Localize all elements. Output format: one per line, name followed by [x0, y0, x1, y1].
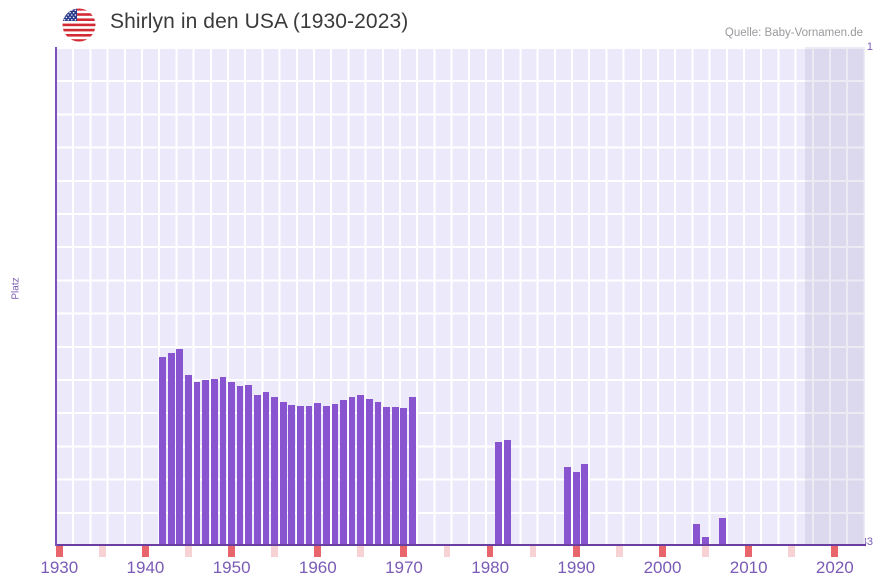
bar[interactable] [288, 405, 296, 545]
bar[interactable] [176, 349, 184, 545]
x-axis-tick-mark-minor [788, 546, 795, 557]
y-axis-title: Platz [10, 277, 22, 300]
bar[interactable] [245, 385, 253, 545]
bar[interactable] [210, 379, 218, 545]
x-axis-tick-label: 1950 [212, 558, 251, 577]
bar[interactable] [219, 377, 227, 545]
bar[interactable] [719, 518, 726, 545]
x-axis-tick-mark-major [486, 546, 494, 557]
bar[interactable] [495, 442, 502, 545]
bar[interactable] [314, 403, 321, 545]
y-axis-tick-top: 1 [866, 41, 873, 53]
bar[interactable] [236, 386, 244, 545]
x-axis-tick-mark-minor [357, 546, 365, 557]
chart-header: Shirlyn in den USA (1930-2023) Quelle: B… [0, 0, 873, 46]
bar[interactable] [366, 399, 373, 545]
x-axis-tick-label: 2020 [815, 558, 854, 577]
x-axis-tick-label: 1990 [557, 558, 596, 577]
bar[interactable] [262, 392, 270, 545]
bar[interactable] [374, 402, 382, 545]
bar[interactable] [159, 357, 166, 545]
x-axis-tick-mark-minor [185, 546, 192, 557]
x-axis-tick-label: 1980 [471, 558, 510, 577]
x-axis-tick-mark-major [141, 546, 149, 557]
bar[interactable] [297, 406, 304, 545]
bar[interactable] [322, 406, 330, 545]
x-axis-tick-label: 1930 [40, 558, 79, 577]
x-axis-tick-label: 2000 [643, 558, 682, 577]
x-axis-tick-mark-minor [529, 546, 537, 557]
bar[interactable] [340, 400, 347, 545]
x-axis-tick-mark-major [400, 546, 408, 557]
source-attribution: Quelle: Baby-Vornamen.de [724, 27, 863, 39]
bar[interactable] [581, 464, 589, 545]
bar[interactable] [693, 524, 701, 545]
x-axis-tick-mark-major [658, 546, 666, 557]
x-axis-tick-mark-major [55, 546, 63, 557]
bar[interactable] [279, 402, 287, 545]
x-axis-tick-mark-major [831, 546, 839, 557]
bar[interactable] [253, 395, 261, 545]
bar[interactable] [383, 407, 390, 545]
bar[interactable] [702, 537, 709, 545]
bar[interactable] [503, 440, 511, 545]
x-axis-tick-mark-major [572, 546, 580, 557]
x-axis-tick-mark-major [314, 546, 321, 557]
x-axis-tick-mark-major [228, 546, 235, 557]
future-years-shading [804, 47, 865, 545]
x-axis-tick-label: 1970 [385, 558, 423, 577]
bar[interactable] [202, 380, 209, 545]
x-axis-line [55, 544, 866, 546]
bar[interactable] [564, 467, 571, 545]
bar[interactable] [348, 397, 356, 545]
bar[interactable] [357, 395, 365, 545]
page-title: Shirlyn in den USA (1930-2023) [110, 10, 409, 33]
x-axis-tick-label: 1960 [298, 558, 337, 577]
x-axis-tick-label: 1940 [126, 558, 165, 577]
bar[interactable] [400, 408, 408, 545]
x-axis-tick-mark-minor [702, 546, 709, 557]
bar[interactable] [228, 382, 235, 545]
x-axis-tick-mark-minor [443, 546, 451, 557]
us-flag-icon [62, 8, 96, 42]
x-axis-tick-mark-major [745, 546, 752, 557]
y-axis-line [55, 47, 57, 546]
bar[interactable] [409, 397, 416, 545]
plot-area [55, 47, 865, 545]
bar[interactable] [305, 406, 313, 545]
bar[interactable] [271, 397, 278, 545]
bar[interactable] [391, 407, 399, 545]
x-axis-tick-mark-minor [615, 546, 623, 557]
x-axis-tick-label: 2010 [729, 558, 768, 577]
bar[interactable] [572, 472, 580, 545]
bar[interactable] [185, 375, 192, 545]
bar[interactable] [193, 382, 201, 545]
bar[interactable] [167, 353, 175, 545]
x-axis-tick-mark-minor [271, 546, 278, 557]
bar[interactable] [331, 404, 339, 545]
x-axis-tick-mark-minor [98, 546, 106, 557]
